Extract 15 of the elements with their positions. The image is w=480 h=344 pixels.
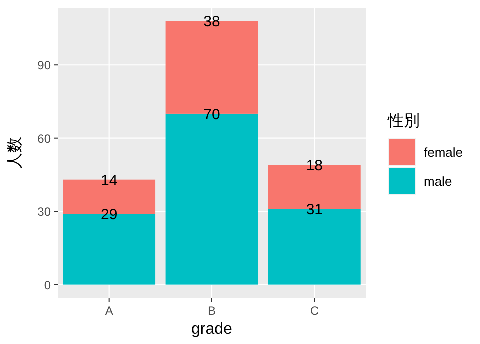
x-axis-title: grade xyxy=(192,321,233,338)
data-label: 18 xyxy=(306,158,324,175)
x-tick-label: B xyxy=(208,304,216,318)
x-tick-label: C xyxy=(310,304,320,318)
y-tick-label: 60 xyxy=(38,132,52,146)
legend-label: female xyxy=(424,145,464,160)
legend-title: 性別 xyxy=(387,113,420,130)
data-label: 14 xyxy=(100,172,118,190)
x-tick-label: A xyxy=(105,304,114,318)
y-tick-label: 30 xyxy=(38,205,52,220)
y-tick-label: 90 xyxy=(38,58,52,73)
y-tick-label: 0 xyxy=(44,278,52,292)
data-label: 38 xyxy=(204,14,220,31)
y-axis-title: 人数 xyxy=(7,137,24,169)
legend-label: male xyxy=(424,174,452,189)
